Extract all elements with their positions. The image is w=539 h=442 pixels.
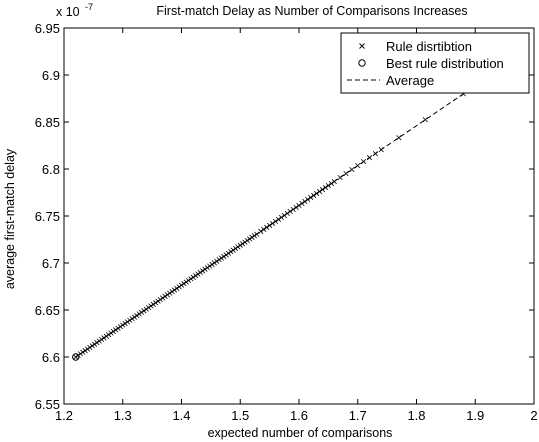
x-tick-label: 1.3 xyxy=(114,408,132,423)
legend-x-marker xyxy=(359,43,365,49)
x-axis-label: expected number of comparisons xyxy=(208,426,393,440)
x-tick-label: 1.4 xyxy=(172,408,190,423)
y-exponent-power: -7 xyxy=(85,2,93,12)
y-tick-label: 6.9 xyxy=(42,68,60,83)
marks-layer xyxy=(72,91,467,361)
y-tick-label: 6.95 xyxy=(35,21,60,36)
best-rule-point xyxy=(72,353,80,361)
x-tick-label: 1.6 xyxy=(290,408,308,423)
x-tick-label: 1.2 xyxy=(55,408,73,423)
x-tick-label: 1.8 xyxy=(407,408,425,423)
chart-title: First-match Delay as Number of Compariso… xyxy=(156,4,467,18)
y-tick-label: 6.6 xyxy=(42,350,60,365)
y-tick-label: 6.65 xyxy=(35,303,60,318)
y-tick-label: 6.85 xyxy=(35,115,60,130)
y-axis-label: average first-match delay xyxy=(3,148,17,289)
x-tick-label: 1.9 xyxy=(466,408,484,423)
axes: 1.2 1.3 1.4 1.5 1.6 1.7 1.8 1.9 2 6.55 6.6 6.65 6.7 6… xyxy=(35,21,538,423)
legend-o-marker xyxy=(358,59,366,67)
y-tick-label: 6.55 xyxy=(35,397,60,412)
legend-entry: Average xyxy=(386,73,434,88)
x-tick-label: 1.7 xyxy=(349,408,367,423)
x-tick-label: 2 xyxy=(530,408,537,423)
legend: Rule disrtibtion Best rule distribution Av… xyxy=(340,32,530,94)
legend-box xyxy=(340,32,530,94)
x-tick-label: 1.5 xyxy=(231,408,249,423)
legend-entry: Rule disrtibtion xyxy=(386,39,472,54)
y-tick-label: 6.7 xyxy=(42,256,60,271)
y-exponent-base: x 10 xyxy=(56,5,80,19)
y-tick-label: 6.8 xyxy=(42,162,60,177)
y-tick-label: 6.75 xyxy=(35,209,60,224)
axes-frame xyxy=(63,27,535,405)
legend-entry: Best rule distribution xyxy=(386,56,504,71)
average-line xyxy=(75,93,464,358)
